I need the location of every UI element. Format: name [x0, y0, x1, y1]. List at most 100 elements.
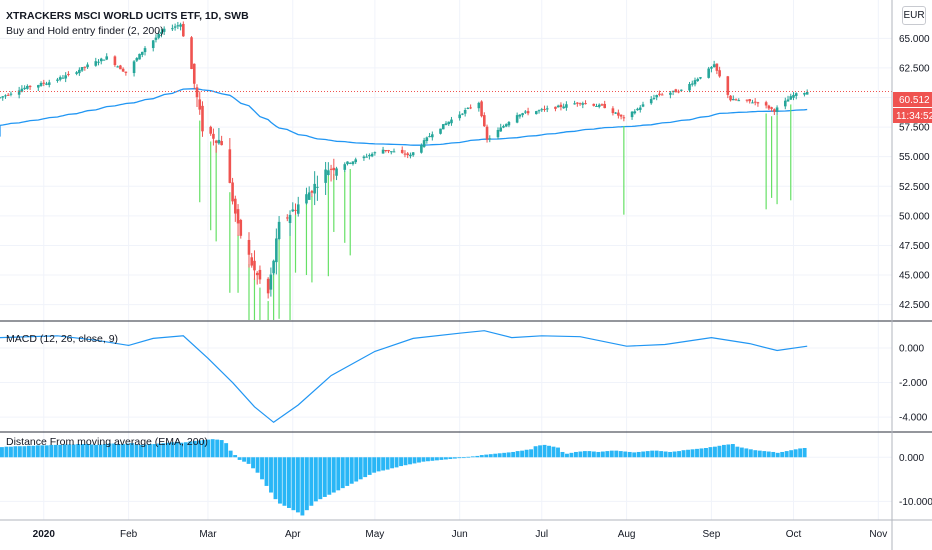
candle-body [400, 149, 404, 153]
price-axes[interactable]: 42.500 45.000 47.500 50.000 52.500 55.000 57.5… [899, 34, 932, 508]
candle-body [291, 209, 295, 212]
candle-body [332, 167, 336, 171]
candle-body [450, 119, 453, 124]
distance-bar [237, 457, 242, 460]
distance-bar [515, 451, 520, 458]
candle-body [652, 97, 656, 99]
candle-body [597, 104, 601, 107]
distance-bar [170, 442, 175, 458]
candle-body [23, 87, 26, 89]
candle-body [565, 104, 568, 108]
distance-bar [677, 451, 682, 458]
distance-bar [26, 445, 31, 458]
distance-bar [300, 457, 305, 516]
candle-body [354, 159, 358, 163]
candle-body [4, 95, 7, 97]
distance-bar [582, 451, 587, 458]
ema-200-line [0, 88, 808, 146]
candle-body [80, 67, 84, 71]
symbol-title[interactable]: XTRACKERS MSCI WORLD UCITS ETF, 1D, SWB [6, 10, 249, 22]
distance-bar [201, 440, 206, 458]
candle-body [805, 92, 809, 95]
candle-body [324, 169, 327, 183]
distance-bar [94, 444, 99, 458]
distance-bar [291, 457, 296, 511]
distance-bar [233, 455, 238, 458]
indicator-title[interactable]: Buy and Hold entry finder (2, 200) [6, 25, 164, 37]
candle-body [42, 82, 46, 84]
distance-bar [672, 451, 677, 458]
candle-body [499, 127, 503, 132]
distance-bar [62, 444, 67, 458]
candle-body [373, 152, 377, 154]
candle-body [732, 99, 735, 101]
x-tick-label: Aug [618, 529, 636, 540]
candle-body [61, 77, 65, 79]
distance-bar [282, 457, 287, 506]
distance-bar [134, 444, 139, 458]
candle-body [756, 102, 760, 104]
distance-bar [780, 451, 785, 458]
distance-bar [623, 451, 628, 458]
y-tick-label: 0.000 [899, 453, 924, 464]
candle-body [176, 25, 180, 27]
candle-body [329, 168, 333, 170]
distance-bar [713, 446, 717, 458]
distance-bar [53, 444, 58, 458]
distance-title[interactable]: Distance From moving average (EMA, 200) [6, 436, 208, 448]
distance-bar [565, 453, 569, 458]
distance-bar [533, 446, 538, 458]
currency-button[interactable]: EUR [902, 6, 926, 25]
candle-body [554, 106, 557, 109]
distance-bar [390, 457, 395, 469]
distance-bar [506, 452, 511, 458]
candle-body [633, 111, 637, 114]
price-pane[interactable] [0, 21, 892, 320]
distance-bar [690, 449, 695, 458]
candle-body [688, 83, 691, 91]
candle-body [121, 68, 125, 72]
candle-body [441, 124, 445, 130]
candle-body [0, 97, 2, 99]
distance-bar [695, 448, 699, 458]
x-tick-label: Nov [869, 529, 887, 540]
candle-body [343, 164, 347, 170]
candle-body [78, 69, 81, 74]
distance-bar [0, 447, 4, 458]
candle-body [113, 56, 117, 66]
candle-body [307, 192, 311, 200]
distance-bar [210, 439, 215, 458]
candle-body [710, 67, 713, 69]
candle-body [518, 114, 522, 117]
macd-line [0, 330, 808, 424]
distance-bar [618, 451, 623, 458]
candle-body [275, 238, 278, 263]
candle-body [595, 105, 598, 107]
distance-bar [165, 442, 170, 458]
candle-body [365, 156, 368, 158]
candle-body [26, 85, 29, 89]
distance-pane[interactable] [0, 439, 807, 516]
x-tick-label: 2020 [33, 529, 56, 540]
distance-bar [354, 457, 359, 482]
candle-body [600, 104, 604, 106]
distance-bar [569, 452, 574, 458]
candle-body [255, 272, 259, 276]
candle-body [212, 133, 215, 139]
time-axis[interactable]: 2020 Feb Mar Apr May Jun Jul Aug Sep Oct Nov [33, 529, 888, 540]
macd-pane[interactable] [0, 330, 808, 424]
last-price-badge: 60.512 [893, 92, 932, 107]
macd-title[interactable]: MACD (12, 26, close, 9) [6, 333, 118, 345]
candle-body [619, 114, 623, 117]
y-tick-label: 52.500 [899, 182, 930, 193]
candle-body [39, 83, 43, 86]
distance-bar [802, 447, 807, 458]
distance-bar [22, 446, 27, 458]
candle-body [327, 170, 330, 175]
distance-bar [412, 457, 417, 464]
distance-bar [686, 449, 690, 458]
y-tick-label: -2.000 [899, 378, 928, 389]
candle-body [288, 214, 292, 224]
candle-body [253, 260, 256, 271]
distance-bar [591, 451, 596, 458]
